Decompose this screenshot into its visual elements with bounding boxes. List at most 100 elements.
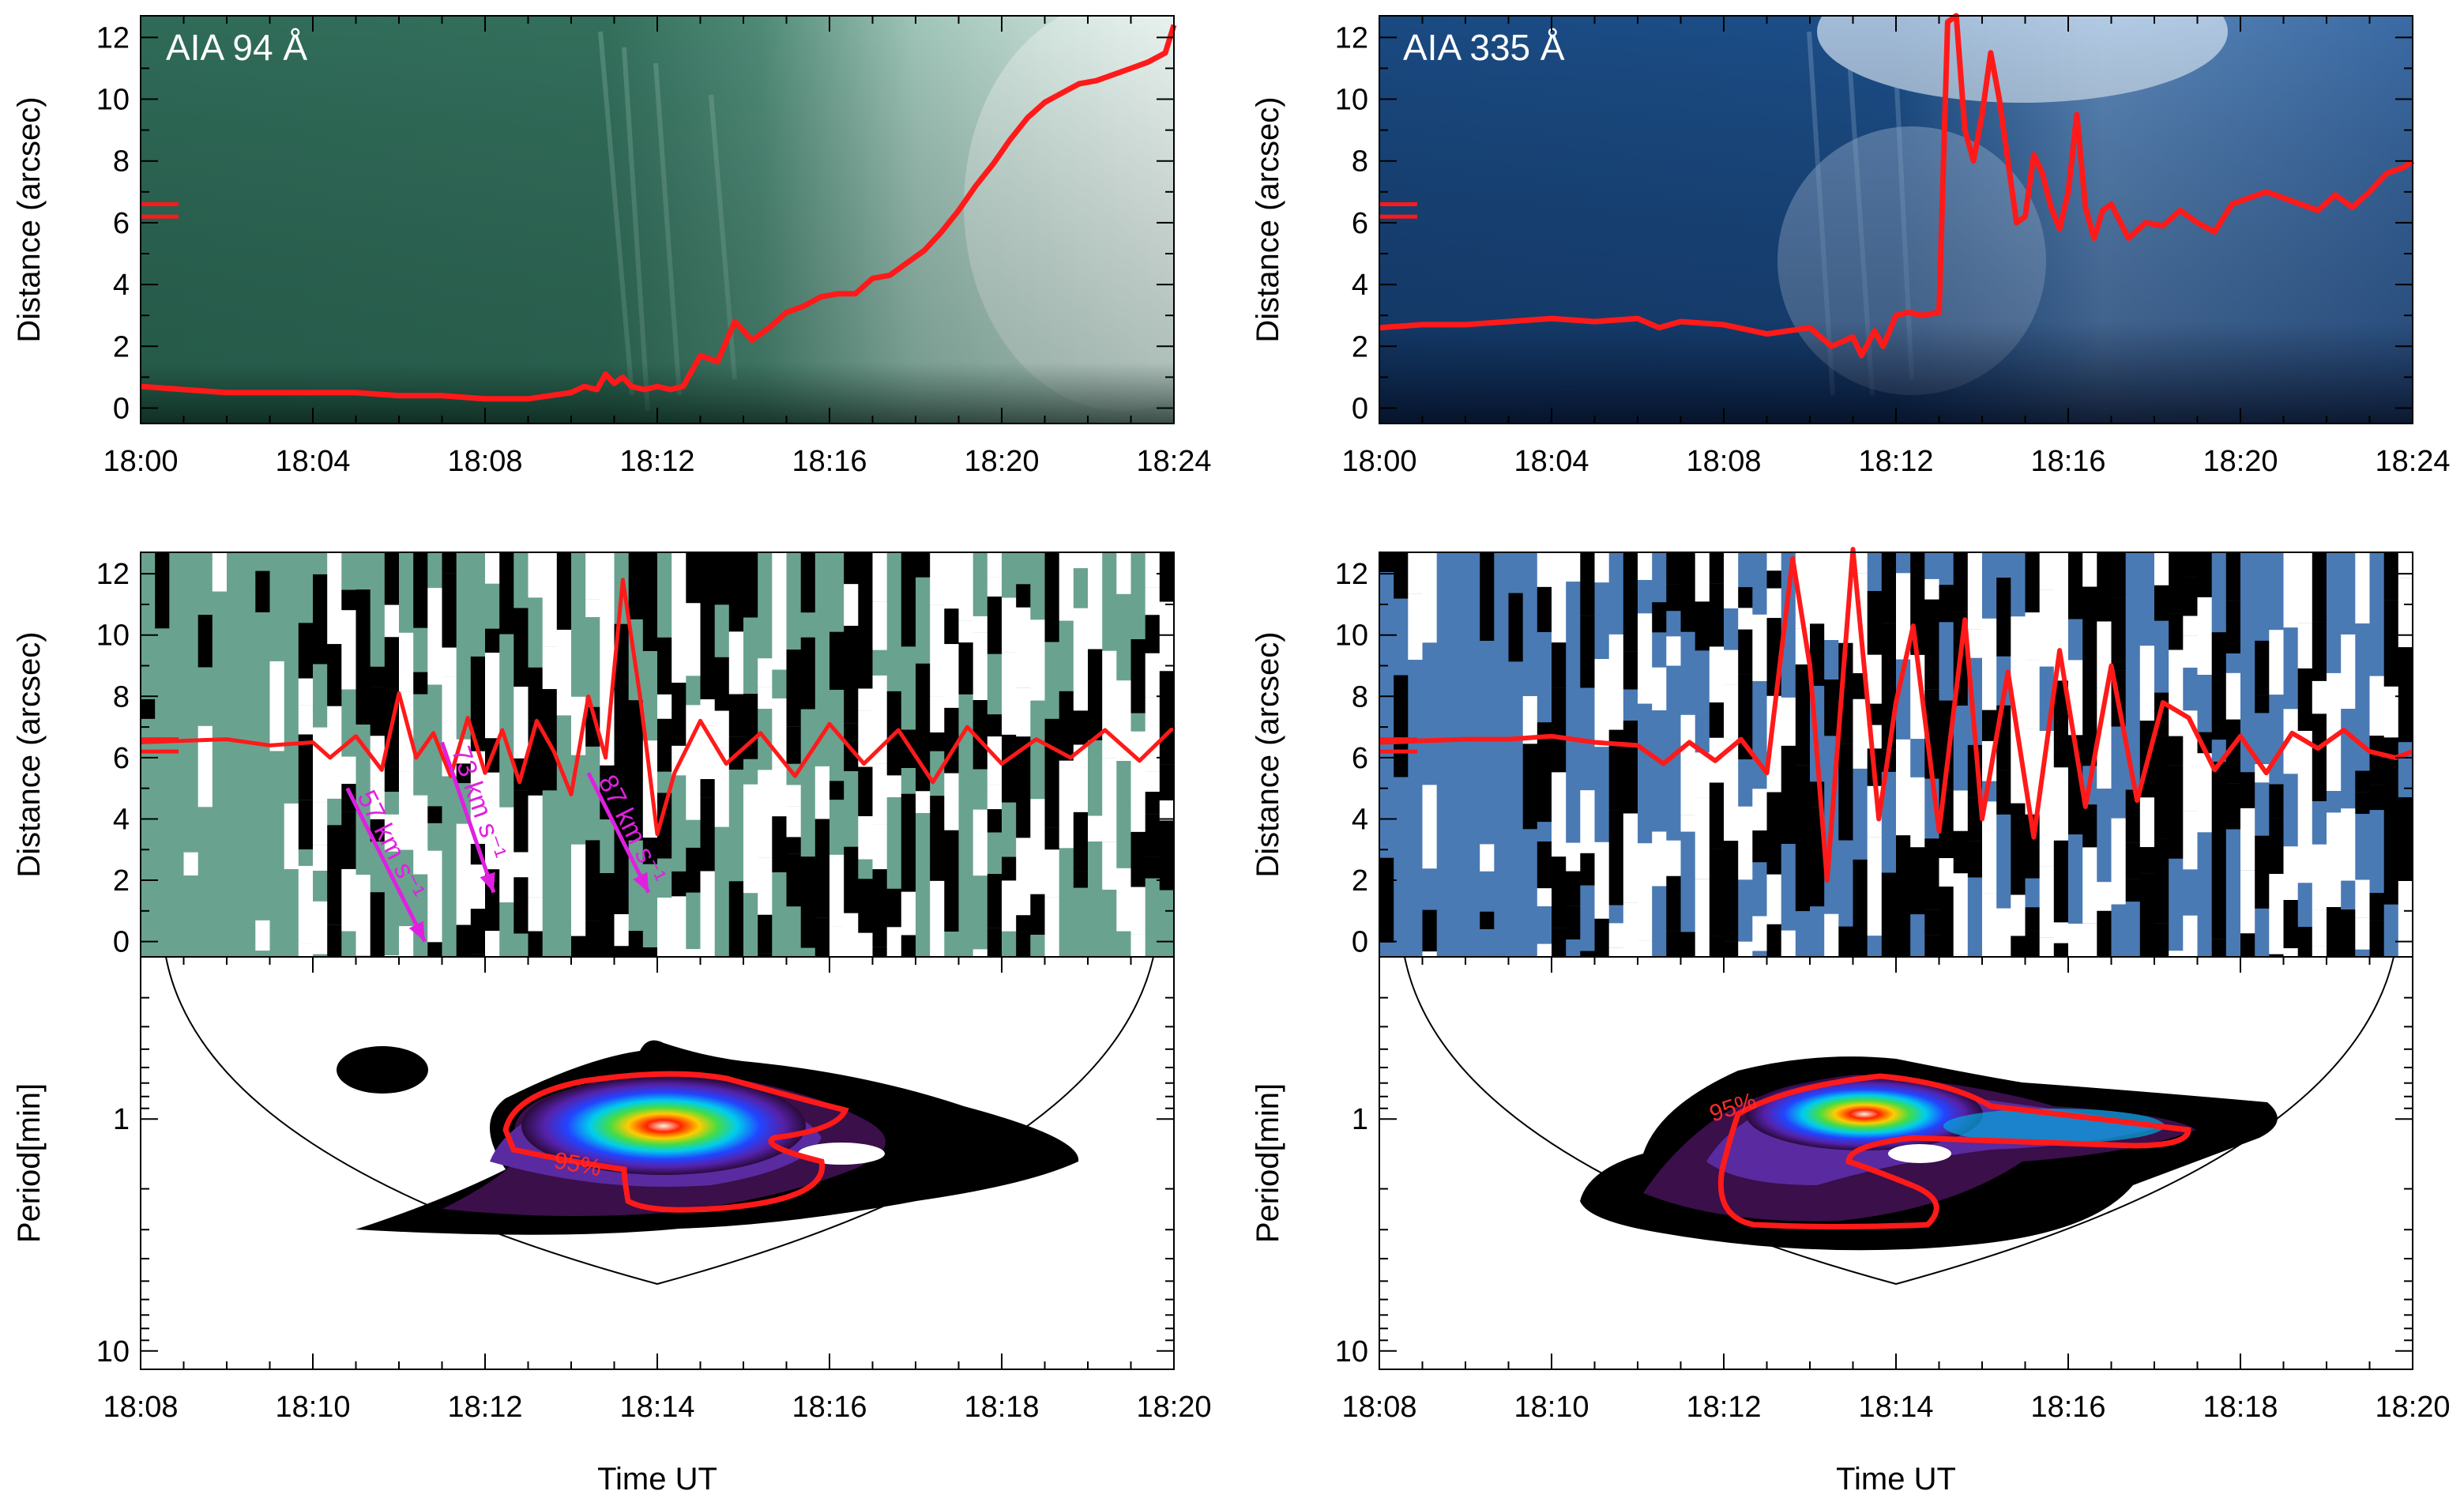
difference-pixel-block	[427, 684, 443, 777]
x-tick-label: 18:14	[1858, 1391, 1933, 1424]
difference-pixel-block	[1394, 598, 1409, 624]
difference-pixel-block	[341, 784, 357, 812]
difference-pixel-block	[1967, 841, 1983, 878]
difference-pixel-block	[743, 784, 758, 877]
difference-pixel-block	[2197, 753, 2213, 833]
difference-pixel-block	[1638, 843, 1653, 941]
difference-pixel-block	[2355, 792, 2371, 815]
difference-pixel-block	[872, 601, 888, 650]
difference-pixel-block	[972, 632, 988, 701]
difference-pixel-block	[1408, 890, 1424, 939]
difference-pixel-block	[2225, 719, 2241, 783]
difference-pixel-block	[528, 931, 544, 957]
difference-pixel-block	[269, 661, 285, 751]
difference-pixel-block	[758, 658, 773, 687]
difference-pixel-block	[844, 626, 859, 724]
difference-pixel-block	[1159, 601, 1174, 672]
difference-pixel-block	[1608, 947, 1624, 957]
difference-pixel-block	[456, 924, 472, 957]
difference-pixel-block	[800, 552, 816, 613]
difference-pixel-block	[355, 589, 371, 657]
difference-pixel-block	[212, 552, 228, 592]
y-tick-label: 12	[96, 21, 130, 55]
difference-pixel-block	[800, 857, 816, 948]
difference-pixel-block	[2154, 552, 2169, 585]
difference-pixel-block	[284, 722, 299, 804]
difference-pixel-block	[886, 927, 902, 957]
difference-pixel-block	[1652, 552, 1667, 603]
y-tick-label: 6	[113, 742, 130, 775]
difference-pixel-block	[341, 552, 357, 590]
difference-pixel-block	[1939, 887, 1954, 957]
difference-pixel-block	[657, 793, 672, 859]
difference-pixel-block	[1044, 718, 1060, 783]
difference-pixel-block	[1002, 857, 1017, 881]
difference-pixel-block	[269, 899, 285, 953]
difference-pixel-block	[1537, 841, 1552, 889]
difference-pixel-block	[2341, 909, 2356, 957]
difference-pixel-block	[2355, 917, 2371, 950]
difference-pixel-block	[241, 653, 256, 690]
difference-pixel-block	[1580, 951, 1596, 957]
difference-pixel-block	[2097, 552, 2112, 622]
difference-pixel-block	[1566, 672, 1581, 713]
difference-pixel-block	[1781, 930, 1796, 957]
difference-pixel-block	[1145, 653, 1161, 698]
difference-pixel-block	[786, 806, 802, 838]
difference-pixel-block	[2125, 552, 2141, 652]
difference-pixel-block	[2211, 762, 2227, 850]
difference-pixel-block	[614, 835, 630, 914]
difference-pixel-block	[1996, 552, 2011, 578]
difference-pixel-block	[1422, 868, 1438, 910]
difference-pixel-block	[1016, 607, 1031, 688]
difference-pixel-block	[1465, 894, 1480, 957]
difference-pixel-block	[1623, 552, 1638, 652]
difference-pixel-block	[442, 647, 457, 677]
difference-pixel-block	[1116, 868, 1132, 932]
y-tick-label: 10	[1335, 619, 1368, 653]
difference-pixel-block	[1953, 706, 1969, 791]
difference-pixel-block	[728, 843, 744, 882]
wavelet-core	[521, 1077, 806, 1175]
difference-pixel-block	[1580, 552, 1596, 616]
difference-pixel-block	[169, 552, 185, 634]
difference-pixel-block	[2255, 695, 2270, 713]
significance-contour	[502, 1071, 849, 1213]
difference-pixel-block	[1002, 931, 1017, 957]
difference-pixel-block	[2011, 717, 2026, 804]
difference-pixel-block	[1145, 814, 1161, 857]
difference-pixel-block	[1652, 667, 1667, 711]
difference-pixel-block	[269, 751, 285, 826]
difference-pixel-block	[872, 947, 888, 957]
difference-pixel-block	[2039, 552, 2055, 590]
difference-pixel-block	[886, 775, 902, 797]
difference-pixel-block	[585, 840, 600, 921]
difference-pixel-block	[686, 603, 702, 676]
difference-pixel-block	[844, 740, 859, 772]
difference-pixel-block	[355, 657, 371, 725]
difference-pixel-block	[1853, 859, 1868, 957]
aia335-wavelet-xlabel: Time UT	[1836, 1462, 1956, 1497]
difference-pixel-block	[987, 758, 1003, 785]
difference-pixel-block	[1738, 587, 1753, 608]
difference-pixel-block	[2283, 774, 2299, 805]
difference-pixel-block	[758, 770, 773, 858]
difference-pixel-block	[456, 823, 472, 925]
difference-pixel-block	[901, 552, 916, 647]
difference-pixel-block	[1838, 744, 1854, 841]
difference-pixel-block	[1580, 790, 1596, 853]
difference-pixel-block	[399, 552, 414, 633]
difference-pixel-block	[2139, 646, 2155, 721]
difference-pixel-block	[1566, 552, 1581, 582]
difference-pixel-block	[1145, 615, 1161, 653]
difference-pixel-block	[2097, 910, 2112, 957]
difference-pixel-block	[1824, 893, 1839, 914]
difference-pixel-block	[2327, 601, 2342, 634]
difference-pixel-block	[1102, 650, 1117, 686]
difference-pixel-block	[1724, 649, 1739, 685]
difference-pixel-block	[930, 696, 945, 732]
y-tick-label: 10	[96, 84, 130, 117]
difference-pixel-block	[1508, 552, 1524, 572]
difference-pixel-block	[485, 772, 500, 870]
difference-pixel-block	[814, 917, 830, 957]
